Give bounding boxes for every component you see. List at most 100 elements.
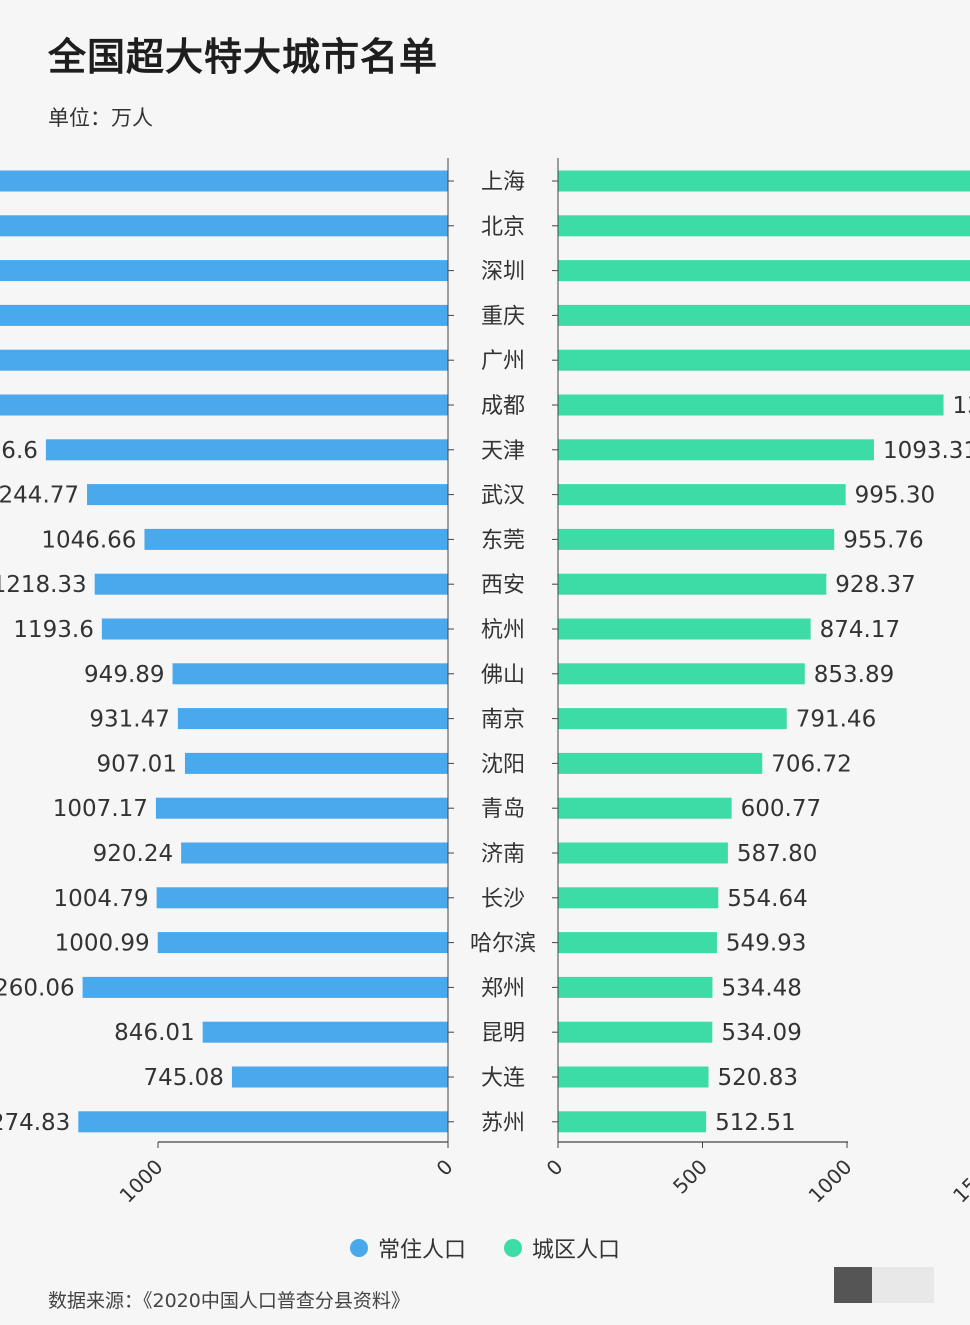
- value-label-urban: 874.17: [820, 617, 900, 643]
- category-label: 沈阳: [481, 752, 525, 777]
- watermark-image: [834, 1267, 934, 1303]
- value-label-resident: 920.24: [93, 841, 173, 867]
- source-note: 数据来源：《2020中国人口普查分县资料》: [48, 1290, 410, 1312]
- bar-resident: [156, 887, 448, 909]
- category-label: 长沙: [481, 887, 525, 912]
- category-label: 昆明: [481, 1021, 525, 1046]
- bar-urban: [558, 708, 787, 730]
- bar-urban: [558, 484, 846, 506]
- value-label-resident: 1007.17: [53, 796, 148, 822]
- category-label: 天津: [481, 439, 525, 464]
- legend-label-urban: 城区人口: [532, 1238, 621, 1263]
- legend-dot-urban: [504, 1239, 522, 1257]
- value-label-urban: 520.83: [718, 1065, 798, 1091]
- bar-urban: [558, 932, 717, 954]
- bar-urban: [558, 618, 811, 640]
- legend-label-resident: 常住人口: [377, 1238, 466, 1263]
- category-label: 杭州: [481, 618, 525, 643]
- value-label-urban: 1093.31: [883, 438, 970, 464]
- value-label-resident: 1260.06: [0, 975, 75, 1001]
- bar-urban: [558, 394, 944, 416]
- x-tick-label-right: 1000: [804, 1155, 857, 1208]
- x-tick-label-right: 1500: [948, 1155, 970, 1208]
- category-label: 南京: [481, 708, 525, 733]
- category-label: 西安: [481, 573, 525, 598]
- bar-urban: [558, 170, 970, 192]
- value-label-urban: 1334.03: [953, 393, 970, 419]
- bar-urban: [558, 1021, 713, 1043]
- value-label-urban: 549.93: [726, 931, 806, 957]
- x-tick-label-right: 0: [542, 1155, 568, 1181]
- unit-label: 单位：万人: [48, 106, 153, 130]
- value-label-resident: 846.01: [114, 1020, 194, 1046]
- value-label-urban: 587.80: [737, 841, 817, 867]
- value-label-urban: 534.09: [721, 1020, 801, 1046]
- value-label-urban: 995.30: [855, 483, 935, 509]
- bar-urban: [558, 439, 874, 461]
- bar-resident: [94, 573, 449, 595]
- bar-urban: [558, 842, 728, 864]
- bar-urban: [558, 976, 713, 998]
- legend-item-urban: 城区人口: [504, 1232, 620, 1264]
- bar-urban: [558, 663, 805, 685]
- bar-resident: [181, 842, 448, 864]
- bar-urban: [558, 1066, 709, 1088]
- bar-urban: [558, 752, 763, 774]
- bar-resident: [184, 752, 448, 774]
- bar-resident: [231, 1066, 448, 1088]
- bar-urban: [558, 797, 732, 819]
- bar-resident: [45, 439, 449, 461]
- value-label-resident: 949.89: [84, 662, 164, 688]
- chart-title: 全国超大特大城市名单: [48, 35, 439, 79]
- bar-resident: [202, 1021, 448, 1043]
- bar-urban: [558, 304, 970, 326]
- legend-dot-resident: [349, 1239, 368, 1257]
- category-label: 武汉: [481, 484, 525, 509]
- bar-resident: [172, 663, 448, 685]
- value-label-urban: 554.64: [727, 886, 807, 912]
- value-label-urban: 512.51: [715, 1110, 795, 1136]
- category-label: 深圳: [481, 260, 525, 285]
- bar-resident: [0, 349, 448, 371]
- value-label-resident: 1218.33: [0, 572, 87, 598]
- category-label: 东莞: [481, 528, 525, 553]
- value-label-urban: 853.89: [814, 662, 894, 688]
- category-label: 青岛: [481, 797, 525, 822]
- x-tick-label-left: 1000: [115, 1155, 168, 1208]
- bar-resident: [101, 618, 448, 640]
- category-label: 重庆: [481, 304, 525, 329]
- value-label-urban: 534.48: [721, 975, 801, 1001]
- value-label-resident: 1386.6: [0, 438, 38, 464]
- value-label-resident: 1274.83: [0, 1110, 70, 1136]
- value-label-resident: 745.08: [143, 1065, 223, 1091]
- bar-urban: [558, 573, 827, 595]
- bar-resident: [0, 170, 448, 192]
- butterfly-bar-chart: 2487.091987.31上海2189.311775.17北京1749.441…: [0, 158, 970, 1208]
- legend: 常住人口 城区人口: [0, 1232, 970, 1264]
- value-label-resident: 1004.79: [53, 886, 148, 912]
- value-label-resident: 931.47: [89, 707, 169, 733]
- bar-resident: [0, 304, 448, 326]
- category-label: 苏州: [481, 1111, 525, 1136]
- value-label-urban: 600.77: [741, 796, 821, 822]
- category-label: 北京: [481, 215, 525, 240]
- x-tick-label-left: 0: [432, 1155, 458, 1181]
- value-label-resident: 1046.66: [41, 527, 136, 553]
- legend-item-resident: 常住人口: [349, 1232, 466, 1264]
- bar-urban: [558, 1111, 707, 1133]
- value-label-resident: 1000.99: [55, 931, 150, 957]
- x-tick-label-right: 500: [668, 1155, 712, 1199]
- bar-urban: [558, 887, 719, 909]
- bar-urban: [558, 528, 835, 550]
- value-label-resident: 1193.6: [13, 617, 93, 643]
- category-label: 上海: [481, 170, 525, 195]
- value-label-resident: 907.01: [96, 751, 176, 777]
- bar-resident: [0, 260, 448, 282]
- category-label: 成都: [481, 394, 525, 419]
- category-label: 郑州: [481, 976, 525, 1001]
- category-label: 广州: [481, 349, 525, 374]
- bar-resident: [0, 215, 448, 237]
- value-label-urban: 706.72: [771, 751, 851, 777]
- category-label: 大连: [481, 1066, 525, 1091]
- bar-urban: [558, 260, 970, 282]
